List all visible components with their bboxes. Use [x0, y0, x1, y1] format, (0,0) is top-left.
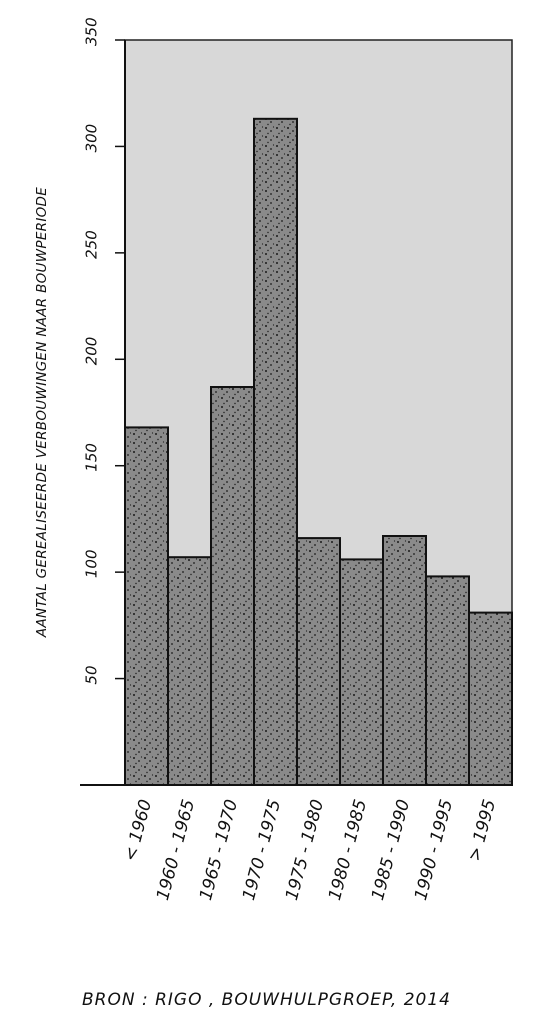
- y-tick-label-0: 350: [83, 17, 101, 46]
- bar-2: [211, 387, 254, 785]
- x-tick-label-8: > 1995: [465, 797, 501, 863]
- y-axis-label: AANTAL GEREALISEERDE VERBOUWINGEN NAAR B…: [34, 187, 50, 638]
- bar-0: [125, 427, 168, 785]
- bar-3: [254, 119, 297, 785]
- x-tick-label-6: 1985 - 1990: [368, 797, 414, 902]
- bar-8: [469, 613, 512, 785]
- bar-5: [340, 559, 383, 785]
- bar-7: [426, 576, 469, 785]
- y-tick-label-5: 100: [83, 550, 101, 579]
- y-tick-label-3: 200: [83, 337, 101, 366]
- bar-1: [168, 557, 211, 785]
- bar-4: [297, 538, 340, 785]
- x-tick-label-5: 1980 - 1985: [325, 797, 371, 902]
- x-tick-label-7: 1990 - 1995: [411, 797, 457, 902]
- y-tick-label-4: 150: [83, 443, 101, 472]
- bar-6: [383, 536, 426, 785]
- y-tick-label-6: 50: [83, 665, 101, 684]
- y-tick-label-2: 250: [83, 230, 101, 259]
- y-axis-ticks: 350 300 250 200 150 100 50: [83, 17, 126, 684]
- x-tick-label-3: 1970 - 1975: [239, 797, 285, 902]
- y-tick-label-1: 300: [83, 124, 101, 153]
- source-note: BRON : RIGO , BOUWHULPGROEP, 2014: [0, 990, 533, 1010]
- x-tick-label-1: 1960 - 1965: [153, 797, 199, 902]
- x-tick-label-0: < 1960: [121, 797, 157, 863]
- x-tick-label-2: 1965 - 1970: [196, 797, 242, 902]
- x-tick-label-4: 1975 - 1980: [282, 797, 328, 902]
